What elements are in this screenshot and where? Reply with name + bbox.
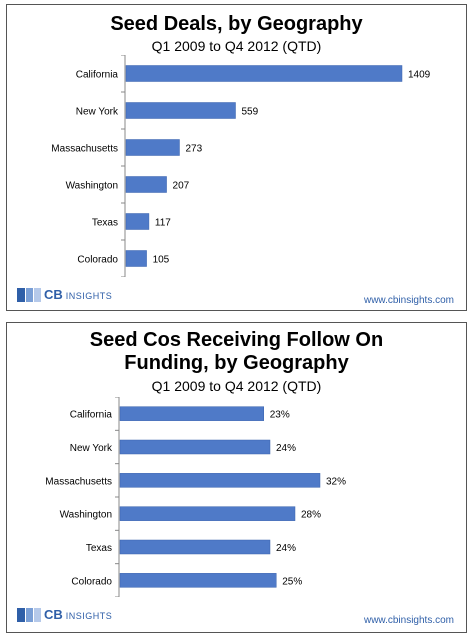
category-label: New York (76, 107, 119, 118)
chart-panel-seed-deals: Seed Deals, by Geography Q1 2009 to Q4 2… (6, 4, 467, 311)
data-label: 23% (270, 410, 290, 421)
data-label: 117 (155, 218, 171, 229)
bar (125, 176, 167, 193)
bar (125, 213, 150, 230)
chart-title: Seed Cos Receiving Follow On Funding, by… (89, 329, 384, 374)
data-label: 24% (276, 443, 296, 454)
logo-cb-text: CB (44, 607, 63, 622)
logo-insights-text: INSIGHTS (65, 611, 113, 621)
source-url: www.cbinsights.com (363, 295, 454, 306)
category-label: California (70, 410, 113, 421)
bar (119, 406, 264, 421)
follow-on-funding-chart: California 23% New York 24% Massachusetts 32%… (45, 397, 346, 597)
cb-logo-icon (17, 287, 41, 302)
chart-panel-follow-on-funding: Seed Cos Receiving Follow On Funding, by… (6, 322, 467, 633)
seed-deals-chart: California 1409 New York 559 Massachusetts 27… (51, 55, 431, 277)
chart-title: Seed Deals, by Geography (110, 13, 363, 35)
data-label: 207 (173, 181, 190, 192)
logo-insights-text: INSIGHTS (65, 291, 113, 301)
category-label: Washington (60, 510, 112, 521)
bar (119, 439, 271, 455)
bar (125, 102, 236, 119)
data-label: 559 (241, 107, 258, 118)
category-label: Massachusetts (45, 476, 112, 487)
bar (119, 573, 277, 588)
chart-subtitle: Q1 2009 to Q4 2012 (QTD) (151, 378, 322, 394)
data-label: 273 (185, 144, 202, 155)
logo-cb-text: CB (44, 287, 63, 302)
bar (125, 139, 180, 156)
data-label: 24% (276, 543, 296, 554)
category-label: Texas (86, 543, 112, 554)
category-label: Texas (92, 218, 118, 229)
category-label: Massachusetts (51, 144, 118, 155)
source-url: www.cbinsights.com (363, 615, 454, 626)
category-label: New York (70, 443, 113, 454)
bar (125, 65, 403, 82)
data-label: 1409 (408, 70, 431, 81)
category-label: California (76, 70, 119, 81)
category-label: Washington (66, 181, 118, 192)
data-label: 32% (326, 476, 346, 487)
bar (125, 250, 147, 267)
cb-insights-logo: CB INSIGHTS (17, 287, 112, 302)
category-label: Colorado (77, 255, 118, 266)
category-label: Colorado (71, 576, 112, 587)
bar (119, 539, 271, 555)
data-label: 105 (153, 255, 170, 266)
bar (119, 506, 296, 521)
chart-subtitle: Q1 2009 to Q4 2012 (QTD) (151, 38, 322, 54)
cb-insights-logo: CB INSIGHTS (17, 607, 112, 622)
data-label: 28% (301, 510, 321, 521)
cb-logo-icon (17, 607, 41, 622)
bar (119, 473, 321, 488)
data-label: 25% (282, 576, 302, 587)
